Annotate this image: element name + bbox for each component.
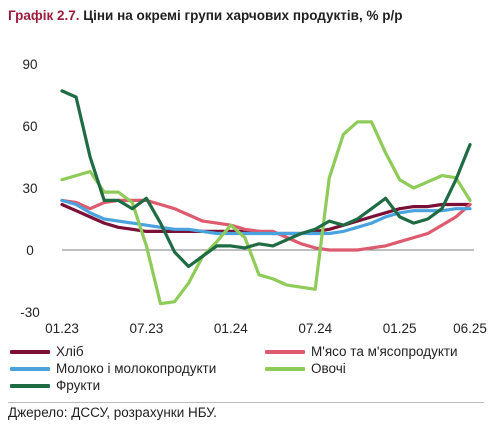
y-tick-label: 0 xyxy=(26,243,34,258)
x-tick-label: 07.23 xyxy=(130,321,164,336)
series-line-vegetables xyxy=(60,120,472,306)
x-tick-label: 01.23 xyxy=(45,321,79,336)
source-note: Джерело: ДССУ, розрахунки НБУ. xyxy=(8,405,217,420)
legend-swatch-milk xyxy=(10,366,50,371)
figure-number: Графік 2.7. xyxy=(8,8,80,23)
legend-label-milk: Молоко і молокопродукти xyxy=(56,361,217,376)
legend-swatch-bread xyxy=(10,349,50,354)
legend-swatch-meat xyxy=(265,349,305,354)
chart-title: Графік 2.7. Ціни на окремі групи харчови… xyxy=(8,8,402,23)
x-tick-label: 07.24 xyxy=(298,321,332,336)
x-tick-label: 01.24 xyxy=(214,321,248,336)
chart-axes: -30 0 30 60 90 01.23 07.23 01.24 07.24 01.25 06.25 xyxy=(20,57,487,336)
legend-item-meat: М'ясо та м'ясопродукти xyxy=(265,344,458,359)
legend-item-fruits: Фрукти xyxy=(10,378,100,393)
legend-label-bread: Хліб xyxy=(56,344,84,359)
legend-item-vegetables: Овочі xyxy=(265,361,346,376)
chart-legend: Хліб М'ясо та м'ясопродукти Молоко і мол… xyxy=(10,344,490,394)
legend-label-fruits: Фрукти xyxy=(56,378,101,393)
series-line-fruits xyxy=(60,89,472,269)
x-tick-label: 01.25 xyxy=(383,321,417,336)
y-tick-label: -30 xyxy=(20,305,40,320)
legend-label-meat: М'ясо та м'ясопродукти xyxy=(311,344,458,359)
x-tick-label: 06.25 xyxy=(453,321,487,336)
y-tick-label: 90 xyxy=(22,57,37,72)
series-line-bread xyxy=(60,202,472,236)
chart-series xyxy=(60,89,472,306)
y-tick-label: 60 xyxy=(22,119,37,134)
legend-item-milk: Молоко і молокопродукти xyxy=(10,361,216,376)
source-divider xyxy=(8,402,484,403)
line-chart: -30 0 30 60 90 01.23 07.23 01.24 07.24 01.25 06.25 xyxy=(20,57,487,336)
figure-title: Ціни на окремі групи харчових продуктів,… xyxy=(83,8,403,23)
legend-swatch-fruits xyxy=(10,383,50,388)
y-tick-label: 30 xyxy=(22,181,37,196)
legend-swatch-vegetables xyxy=(265,366,305,371)
series-line-milk xyxy=(60,198,472,236)
legend-label-vegetables: Овочі xyxy=(311,361,346,376)
legend-item-bread: Хліб xyxy=(10,344,84,359)
